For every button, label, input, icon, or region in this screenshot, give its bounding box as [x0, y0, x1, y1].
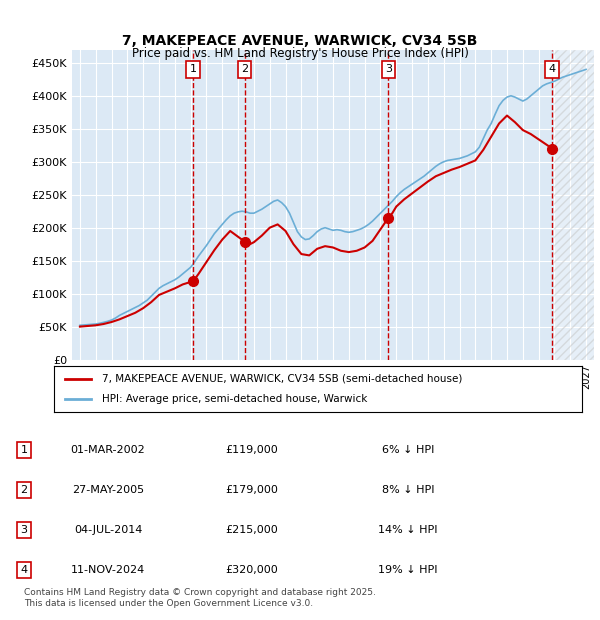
Text: 1: 1 [190, 64, 197, 74]
Text: 27-MAY-2005: 27-MAY-2005 [72, 485, 144, 495]
Text: 1: 1 [20, 445, 28, 455]
Text: 4: 4 [20, 565, 28, 575]
Text: 19% ↓ HPI: 19% ↓ HPI [378, 565, 438, 575]
Text: 7, MAKEPEACE AVENUE, WARWICK, CV34 5SB: 7, MAKEPEACE AVENUE, WARWICK, CV34 5SB [122, 34, 478, 48]
Text: £179,000: £179,000 [226, 485, 278, 495]
Text: 04-JUL-2014: 04-JUL-2014 [74, 525, 142, 535]
Text: Contains HM Land Registry data © Crown copyright and database right 2025.
This d: Contains HM Land Registry data © Crown c… [24, 588, 376, 608]
Text: £119,000: £119,000 [226, 445, 278, 455]
Text: £320,000: £320,000 [226, 565, 278, 575]
Polygon shape [554, 50, 594, 360]
Text: HPI: Average price, semi-detached house, Warwick: HPI: Average price, semi-detached house,… [101, 394, 367, 404]
Text: 14% ↓ HPI: 14% ↓ HPI [378, 525, 438, 535]
Text: 2: 2 [20, 485, 28, 495]
Text: 7, MAKEPEACE AVENUE, WARWICK, CV34 5SB (semi-detached house): 7, MAKEPEACE AVENUE, WARWICK, CV34 5SB (… [101, 374, 462, 384]
Text: 11-NOV-2024: 11-NOV-2024 [71, 565, 145, 575]
Text: 3: 3 [385, 64, 392, 74]
Text: 01-MAR-2002: 01-MAR-2002 [71, 445, 145, 455]
Text: £215,000: £215,000 [226, 525, 278, 535]
Text: 2: 2 [241, 64, 248, 74]
Text: 3: 3 [20, 525, 28, 535]
Text: Price paid vs. HM Land Registry's House Price Index (HPI): Price paid vs. HM Land Registry's House … [131, 46, 469, 60]
Text: 4: 4 [548, 64, 556, 74]
Text: 8% ↓ HPI: 8% ↓ HPI [382, 485, 434, 495]
Text: 6% ↓ HPI: 6% ↓ HPI [382, 445, 434, 455]
